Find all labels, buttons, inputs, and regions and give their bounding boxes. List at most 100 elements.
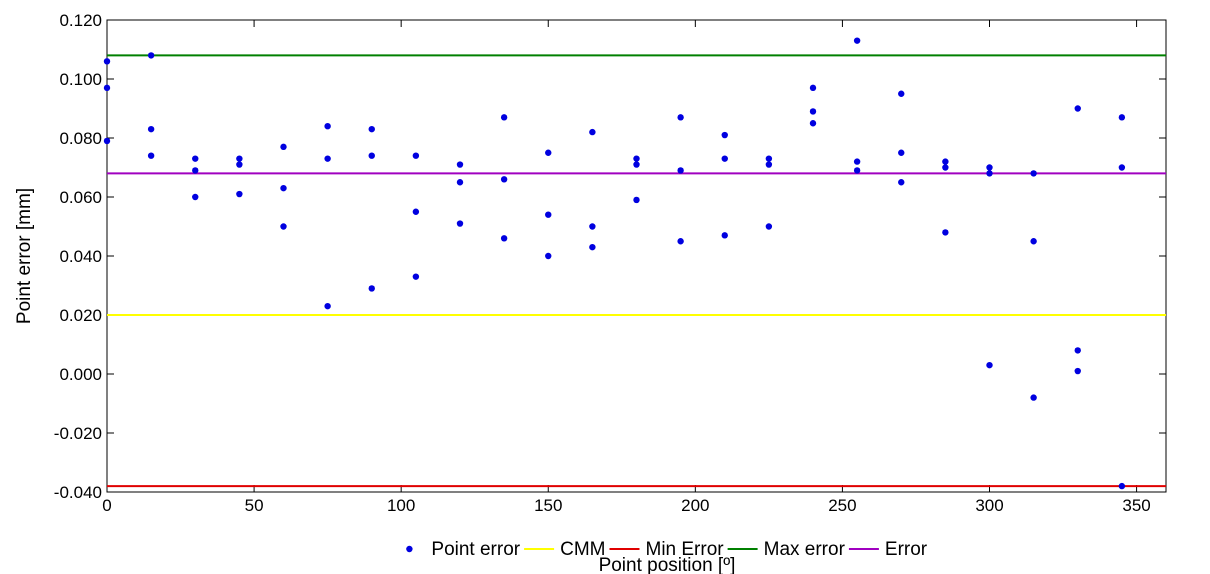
data-point — [280, 223, 287, 230]
data-point — [942, 164, 949, 171]
data-point — [236, 161, 243, 168]
data-point — [809, 84, 817, 92]
y-tick-label: 0.120 — [59, 11, 102, 30]
data-point — [677, 238, 684, 245]
data-point — [456, 161, 464, 168]
data-point — [1074, 367, 1081, 375]
data-point — [324, 302, 331, 310]
data-point — [1118, 164, 1126, 171]
plot-area — [106, 19, 1167, 493]
data-point — [986, 361, 993, 369]
data-point — [147, 152, 155, 159]
data-point — [500, 235, 508, 242]
data-point — [721, 155, 728, 162]
x-tick-label: 0 — [102, 496, 111, 515]
y-tick-label: 0.000 — [59, 365, 102, 384]
data-point — [589, 128, 596, 136]
data-point — [368, 152, 375, 159]
data-point — [412, 273, 420, 280]
legend-label-error: Error — [885, 539, 928, 560]
data-point — [1030, 170, 1037, 177]
data-point — [633, 155, 640, 162]
y-tick-label: -0.020 — [54, 424, 102, 443]
legend-label-point-error: Point error — [431, 539, 520, 560]
data-point — [721, 131, 728, 139]
x-tick-label: 150 — [534, 496, 562, 515]
data-point — [324, 123, 331, 130]
data-point — [192, 155, 199, 162]
data-point — [1030, 394, 1037, 401]
y-tick-label: 0.040 — [59, 247, 102, 266]
legend-label-min-error: Min Error — [645, 539, 724, 560]
y-axis-label: Point error [mm] — [14, 188, 35, 324]
data-point — [103, 84, 111, 92]
data-point — [147, 52, 155, 59]
data-point — [589, 243, 596, 251]
y-axis: -0.040 -0.020 0.000 0.020 0.040 0.060 0.080 0.1… — [54, 11, 1166, 502]
data-point — [103, 137, 111, 145]
data-point — [192, 167, 199, 174]
x-tick-label: 200 — [681, 496, 709, 515]
data-point — [986, 164, 993, 171]
x-axis: 0 50 100 150 200 250 300 350 — [102, 20, 1151, 515]
data-point — [147, 125, 155, 133]
data-point — [324, 155, 331, 162]
data-point — [589, 223, 596, 230]
data-point — [545, 211, 552, 218]
y-tick-label: 0.060 — [59, 188, 102, 207]
data-point — [986, 170, 993, 177]
data-point — [280, 143, 287, 151]
data-point — [500, 176, 508, 183]
data-point — [103, 58, 111, 65]
data-point — [368, 285, 375, 292]
data-point — [1118, 482, 1126, 490]
data-point — [765, 161, 773, 168]
x-tick-label: 350 — [1122, 496, 1150, 515]
data-point — [236, 190, 243, 198]
data-point — [721, 232, 728, 239]
data-point — [500, 114, 508, 121]
data-point — [545, 149, 552, 156]
data-point — [1118, 114, 1126, 121]
data-point — [898, 90, 905, 97]
data-point — [368, 125, 375, 133]
legend: Point error CMM Min Error Max error Error — [406, 539, 928, 560]
legend-marker-point-error — [406, 545, 413, 553]
data-point — [192, 193, 199, 201]
data-point — [942, 158, 949, 165]
x-tick-label: 50 — [245, 496, 264, 515]
data-point — [898, 179, 905, 186]
data-point — [853, 158, 861, 165]
data-point — [765, 223, 773, 230]
data-point — [633, 161, 640, 168]
data-point — [456, 179, 464, 186]
data-points — [103, 37, 1126, 490]
legend-label-max-error: Max error — [764, 539, 846, 560]
data-point — [809, 108, 817, 115]
data-point — [633, 196, 640, 204]
data-point — [677, 114, 684, 121]
data-point — [942, 229, 949, 236]
y-tick-label: 0.100 — [59, 70, 102, 89]
data-point — [412, 208, 420, 215]
data-point — [1030, 238, 1037, 245]
data-point — [280, 184, 287, 192]
x-axis-label: Point position [º] — [599, 555, 736, 574]
legend-label-cmm: CMM — [560, 539, 605, 560]
y-tick-label: 0.080 — [59, 129, 102, 148]
x-tick-label: 100 — [387, 496, 415, 515]
data-point — [765, 155, 773, 162]
y-tick-label: 0.020 — [59, 306, 102, 325]
x-tick-label: 250 — [828, 496, 856, 515]
data-point — [677, 167, 684, 174]
data-point — [853, 167, 861, 174]
data-point — [456, 220, 464, 227]
data-point — [412, 152, 420, 159]
data-point — [1074, 347, 1081, 354]
data-point — [236, 155, 243, 162]
data-point — [545, 252, 552, 260]
data-point — [1074, 105, 1081, 112]
y-tick-label: -0.040 — [54, 483, 102, 502]
data-point — [898, 149, 905, 156]
